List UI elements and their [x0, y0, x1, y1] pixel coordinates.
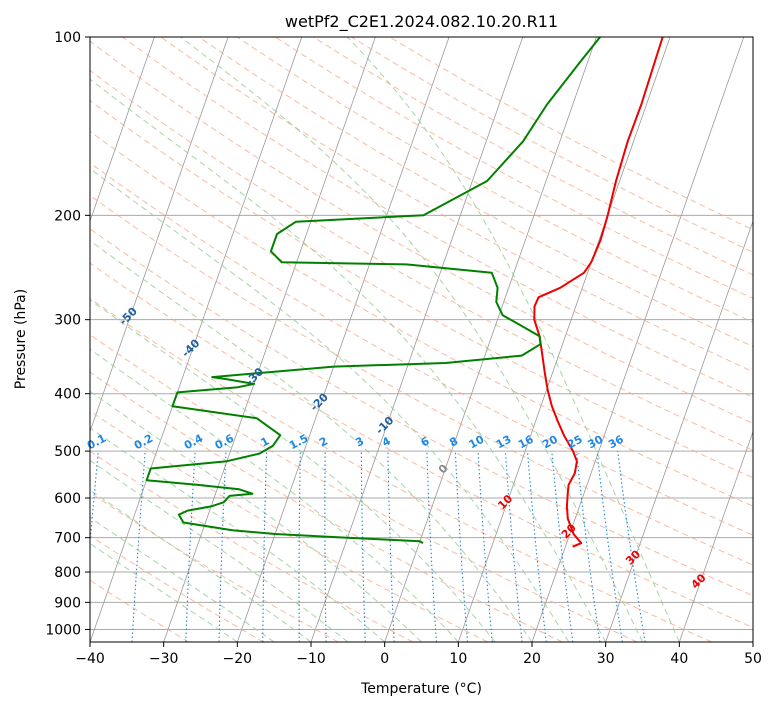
y-tick-label: 300 [54, 313, 81, 329]
x-tick-label: −10 [296, 651, 326, 667]
y-axis-label: Pressure (hPa) [13, 289, 29, 389]
x-tick-label: 20 [523, 651, 541, 667]
x-tick-label: −20 [223, 651, 253, 667]
x-tick-label: 0 [380, 651, 389, 667]
x-tick-label: −40 [75, 651, 105, 667]
y-tick-label: 800 [54, 565, 81, 581]
x-axis-label: Temperature (°C) [360, 681, 482, 697]
y-tick-label: 900 [54, 595, 81, 611]
x-tick-label: −30 [149, 651, 179, 667]
y-tick-label: 200 [54, 208, 81, 224]
y-tick-label: 700 [54, 531, 81, 547]
x-tick-label: 10 [449, 651, 467, 667]
x-tick-label: 50 [744, 651, 762, 667]
y-tick-label: 600 [54, 491, 81, 507]
y-tick-label: 1000 [45, 622, 81, 638]
x-tick-label: 40 [670, 651, 688, 667]
y-tick-label: 400 [54, 387, 81, 403]
y-tick-label: 100 [54, 30, 81, 46]
y-tick-label: 500 [54, 444, 81, 460]
x-tick-label: 30 [597, 651, 615, 667]
chart-title: wetPf2_C2E1.2024.082.10.20.R11 [285, 12, 558, 32]
